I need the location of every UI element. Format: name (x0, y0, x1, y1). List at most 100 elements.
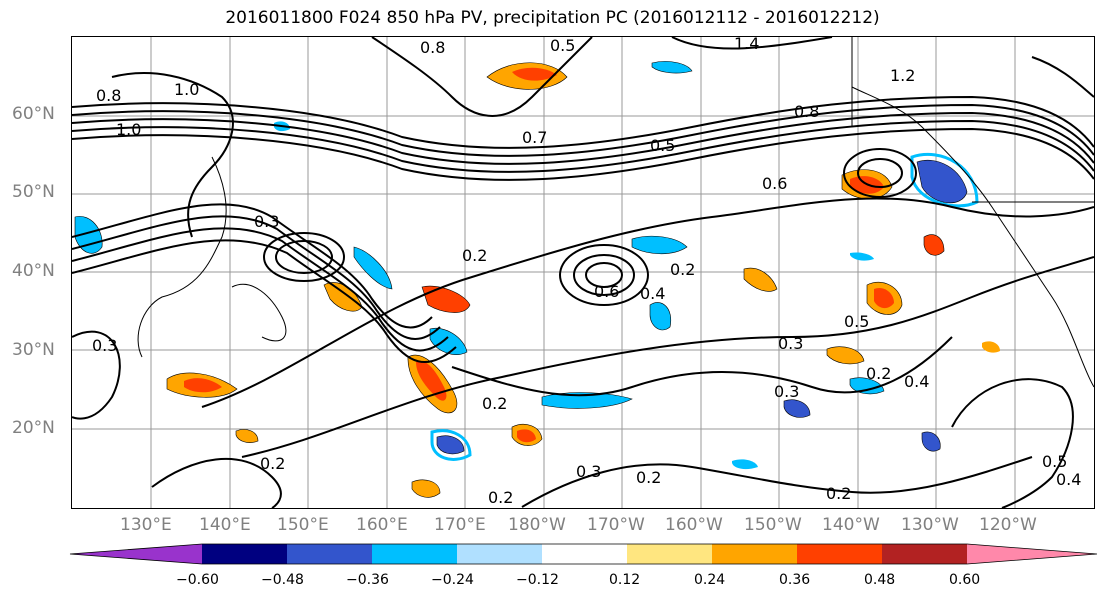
colorbar-tick: −0.24 (431, 572, 474, 588)
lon-label: 140°W (822, 515, 880, 535)
colorbar-segment (882, 544, 967, 564)
contour-label: 0.3 (254, 212, 279, 231)
lon-label: 150°W (744, 515, 802, 535)
colorbar-segment (202, 544, 287, 564)
precip-patch (541, 392, 633, 409)
precip-negative-shading (74, 61, 979, 470)
colorbar-tick: 0.36 (779, 572, 811, 588)
contour-label: 0.2 (866, 364, 891, 383)
precip-patch (184, 378, 222, 393)
colorbar-segment (797, 544, 882, 564)
lon-label: 170°E (434, 515, 486, 535)
contour-label: 0.8 (794, 102, 819, 121)
pv-contour (72, 215, 441, 340)
contour-label: 0.6 (594, 282, 619, 301)
coastline (851, 86, 1094, 388)
contour-label: 0.3 (778, 334, 803, 353)
coastlines (137, 37, 1094, 388)
contour-label: 0.2 (488, 488, 513, 507)
precip-patch (429, 327, 468, 355)
precip-patch (826, 346, 865, 365)
precip-patch (517, 429, 536, 443)
pv-contour (521, 456, 1033, 508)
pv-contour (371, 37, 593, 117)
pv-contour (573, 254, 635, 296)
lon-label: 150°E (277, 515, 329, 535)
contour-label: 0.3 (576, 462, 601, 481)
colorbar (69, 543, 1098, 565)
colorbar-tick: 0.24 (694, 572, 726, 588)
contour-label: 0.7 (522, 128, 547, 147)
coastline (231, 283, 287, 342)
colorbar-tick: 0.48 (864, 572, 896, 588)
precip-patch (982, 341, 1000, 353)
contour-label: 0.2 (826, 484, 851, 503)
colorbar-extend-max (967, 544, 1097, 564)
precip-patch (783, 399, 811, 418)
colorbar-segment (542, 544, 627, 564)
lon-label: 130°W (901, 515, 959, 535)
contour-label: 1.0 (116, 120, 141, 139)
precip-patch (421, 285, 471, 313)
colorbar-tick: −0.36 (346, 572, 389, 588)
lon-label: 160°W (665, 515, 723, 535)
pv-contour (72, 239, 457, 364)
precip-patch (874, 287, 894, 309)
lon-label: 120°W (979, 515, 1037, 535)
coastline (137, 156, 227, 358)
colorbar-segment (712, 544, 797, 564)
contour-label: 1.0 (174, 80, 199, 99)
contour-label: 0.5 (650, 136, 675, 155)
colorbar-tick: 0.60 (949, 572, 981, 588)
contour-label: 0.4 (1056, 470, 1081, 489)
pv-contour (72, 103, 1094, 157)
map-panel: 0.8 1.0 1.0 0.8 0.5 1.4 1.2 0.8 0.7 0.5 … (71, 36, 1095, 509)
contour-label: 0.6 (762, 174, 787, 193)
contour-label: 0.2 (670, 260, 695, 279)
pv-contour (585, 262, 623, 288)
colorbar-tick: −0.12 (516, 572, 559, 588)
pv-contour (275, 240, 333, 274)
graticule (72, 37, 1094, 508)
lon-label: 140°E (199, 515, 251, 535)
contour-label: 0.3 (774, 382, 799, 401)
pv-contour (1031, 56, 1094, 98)
pv-contour (559, 244, 649, 306)
contour-label: 0.2 (462, 246, 487, 265)
pv-contour (843, 148, 917, 198)
precip-patch (651, 61, 693, 74)
colorbar-segment (287, 544, 372, 564)
precip-patch (743, 267, 778, 292)
pv-contour (451, 336, 953, 397)
colorbar-extend-min (70, 544, 202, 564)
lon-label: 160°E (356, 515, 408, 535)
precip-positive-shading (166, 62, 1000, 498)
contour-label: 0.5 (550, 37, 575, 55)
lon-label: 130°E (120, 515, 172, 535)
precip-patch (649, 302, 672, 331)
contour-label-group: 0.8 1.0 1.0 0.8 0.5 1.4 1.2 0.8 0.7 0.5 … (92, 37, 1081, 507)
contour-label: 0.8 (420, 38, 445, 57)
contour-label: 0.2 (482, 394, 507, 413)
colorbar-tick: −0.60 (176, 572, 219, 588)
precip-patch (416, 360, 447, 401)
lon-label: 170°W (587, 515, 645, 535)
pv-contour (72, 330, 121, 420)
contour-label: 0.5 (844, 312, 869, 331)
map-plot: 0.8 1.0 1.0 0.8 0.5 1.4 1.2 0.8 0.7 0.5 … (72, 37, 1094, 508)
pv-contour (72, 227, 449, 352)
colorbar-tick: −0.48 (261, 572, 304, 588)
precip-patch (921, 431, 941, 452)
pv-contour (72, 95, 1094, 149)
pv-contour (857, 158, 903, 188)
precip-patch (411, 479, 441, 498)
contour-label: 0.4 (904, 372, 929, 391)
pv-contour (72, 111, 1094, 165)
contour-label: 0.2 (260, 454, 285, 473)
precip-patch (849, 377, 885, 395)
colorbar-tick: 0.12 (609, 572, 641, 588)
precip-patch (74, 216, 103, 254)
contour-label: 0.5 (1042, 452, 1067, 471)
pv-contour (72, 127, 1094, 181)
precip-patch (512, 67, 557, 81)
